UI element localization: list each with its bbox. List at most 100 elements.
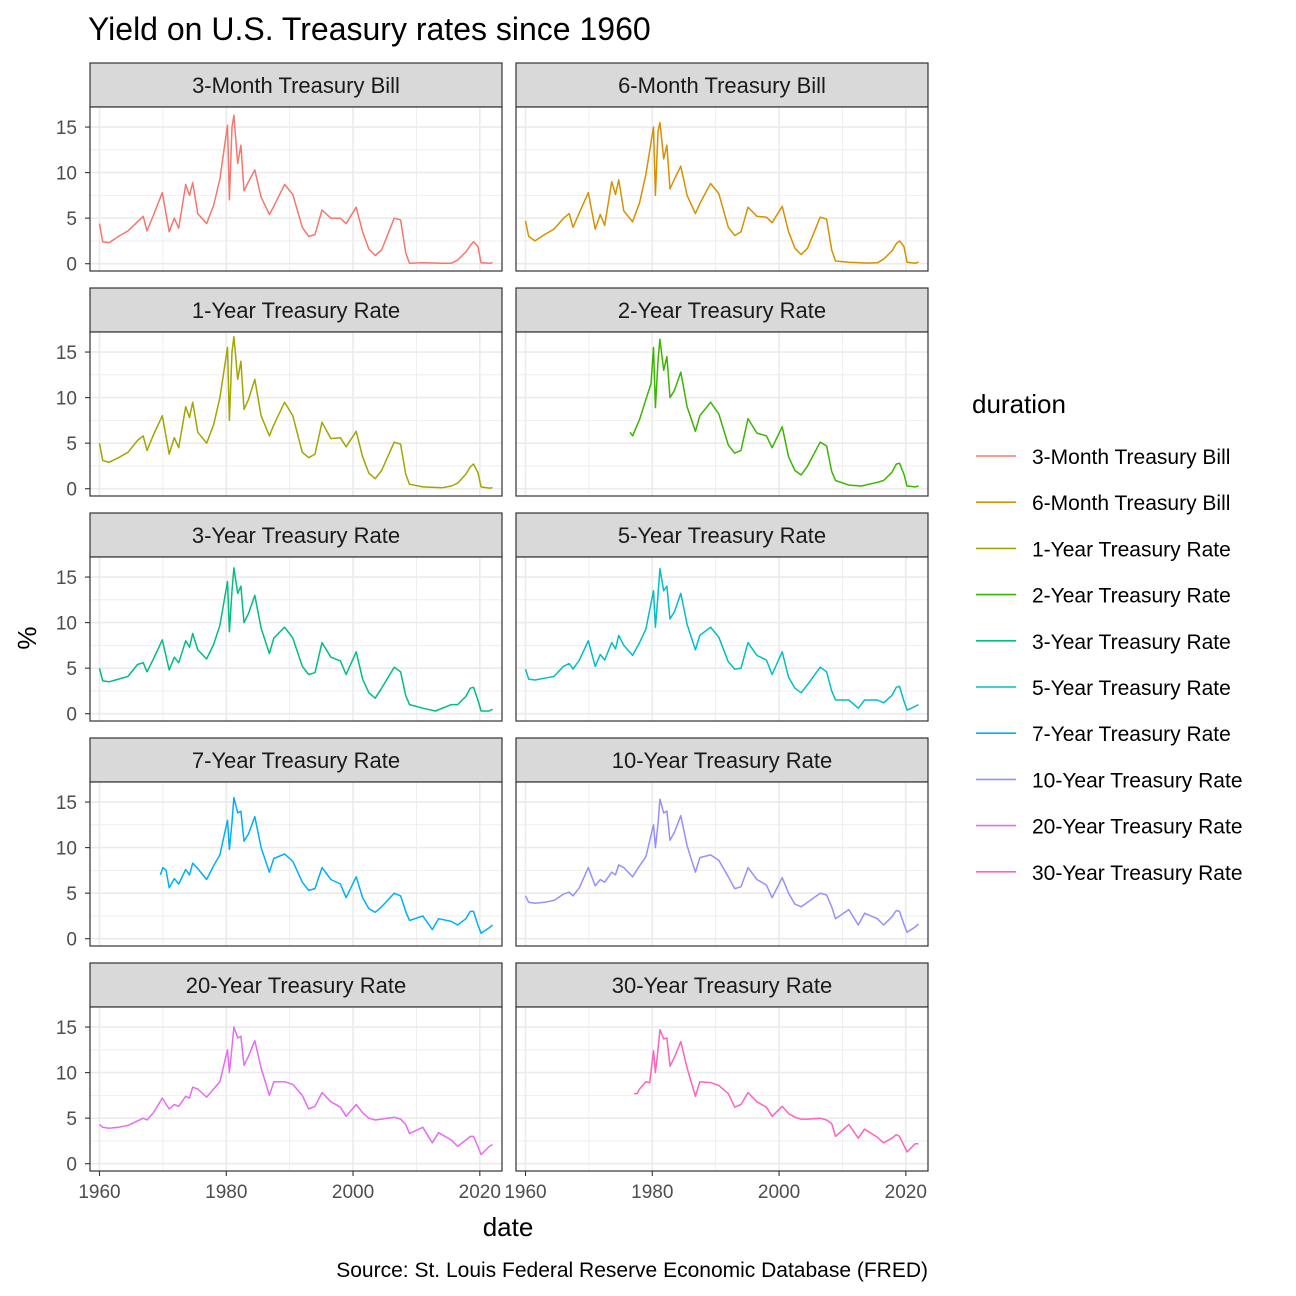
gridlines <box>90 782 502 946</box>
series-line <box>629 338 919 488</box>
legend-items: 3-Month Treasury Bill 6-Month Treasury Bi… <box>976 446 1243 885</box>
facet-panel: 5-Year Treasury Rate <box>515 512 929 722</box>
panel-background <box>516 332 928 496</box>
facet-strip <box>515 287 929 333</box>
facet-strip <box>89 62 503 108</box>
legend-item: 2-Year Treasury Rate <box>976 585 1231 608</box>
panel-background <box>90 557 502 721</box>
panel-border <box>515 331 929 497</box>
facet-panel: 20-Year Treasury Rate 0 5 10 15 <box>56 962 503 1176</box>
legend-label: 30-Year Treasury Rate <box>1032 862 1243 885</box>
chart-caption: Source: St. Louis Federal Reserve Econom… <box>336 1259 928 1282</box>
facet-strip <box>515 737 929 783</box>
panel-border <box>515 1006 929 1172</box>
legend-item: 6-Month Treasury Bill <box>976 492 1230 515</box>
y-tick-label: 5 <box>66 1109 77 1130</box>
gridlines <box>90 1007 502 1171</box>
panel-background <box>516 107 928 271</box>
facet-strip-label: 1-Year Treasury Rate <box>192 298 400 323</box>
y-tick-label: 0 <box>66 255 77 276</box>
facet-panel: 30-Year Treasury Rate <box>515 962 929 1172</box>
y-tick-label: 0 <box>66 1155 77 1176</box>
gridlines <box>516 332 928 496</box>
panel-background <box>90 107 502 271</box>
facet-strip-label: 30-Year Treasury Rate <box>612 973 833 998</box>
facet-strip-label: 7-Year Treasury Rate <box>192 748 400 773</box>
legend-item: 5-Year Treasury Rate <box>976 677 1231 700</box>
series-line <box>98 114 493 265</box>
x-tick-label: 1960 <box>78 1182 120 1203</box>
legend-item: 3-Month Treasury Bill <box>976 446 1230 469</box>
facet-panel: 3-Month Treasury Bill 0 5 10 15 <box>56 62 503 276</box>
panel-border <box>89 556 503 722</box>
panel-background <box>516 557 928 721</box>
x-tick-label: 2020 <box>885 1182 927 1203</box>
series-line <box>524 121 919 265</box>
gridlines <box>90 107 502 271</box>
y-tick-label: 10 <box>56 1064 77 1085</box>
legend-label: 3-Year Treasury Rate <box>1032 631 1231 654</box>
panel-border <box>89 331 503 497</box>
facet-strip <box>89 737 503 783</box>
facet-strip-label: 6-Month Treasury Bill <box>618 73 826 98</box>
legend-item: 1-Year Treasury Rate <box>976 538 1231 561</box>
legend-title: duration <box>972 389 1066 419</box>
legend-label: 2-Year Treasury Rate <box>1032 585 1231 608</box>
y-tick-label: 5 <box>66 209 77 230</box>
y-tick-label: 5 <box>66 659 77 680</box>
series-line <box>524 798 919 934</box>
legend-label: 1-Year Treasury Rate <box>1032 538 1231 561</box>
facet-strip-label: 2-Year Treasury Rate <box>618 298 826 323</box>
facet-strip-label: 10-Year Treasury Rate <box>612 748 833 773</box>
legend-item: 20-Year Treasury Rate <box>976 816 1243 839</box>
x-tick-label: 1980 <box>631 1182 673 1203</box>
series-line <box>98 567 493 712</box>
series-line <box>633 1029 919 1153</box>
y-tick-label: 10 <box>56 164 77 185</box>
y-tick-label: 15 <box>56 568 77 589</box>
x-axis-labels: 1960 1980 2000 2020 1960 1980 2000 2020 <box>78 1171 927 1203</box>
y-tick-label: 10 <box>56 614 77 635</box>
legend-label: 10-Year Treasury Rate <box>1032 769 1243 792</box>
facet-panel: 6-Month Treasury Bill <box>515 62 929 272</box>
legend-label: 3-Month Treasury Bill <box>1032 446 1230 469</box>
gridlines <box>90 557 502 721</box>
gridlines <box>516 557 928 721</box>
panel-border <box>515 106 929 272</box>
facet-strip-label: 5-Year Treasury Rate <box>618 523 826 548</box>
panel-background <box>516 782 928 946</box>
x-axis-title: date <box>483 1212 534 1242</box>
panel-border <box>515 781 929 947</box>
legend-label: 20-Year Treasury Rate <box>1032 816 1243 839</box>
panel-border <box>89 781 503 947</box>
facet-strip-label: 20-Year Treasury Rate <box>186 973 407 998</box>
legend-label: 5-Year Treasury Rate <box>1032 677 1231 700</box>
y-tick-label: 10 <box>56 389 77 410</box>
y-tick-label: 5 <box>66 884 77 905</box>
legend: duration 3-Month Treasury Bill 6-Month Tr… <box>972 389 1243 885</box>
chart-title: Yield on U.S. Treasury rates since 1960 <box>88 11 651 47</box>
facet-strip <box>89 287 503 333</box>
facet-panel: 1-Year Treasury Rate 0 5 10 15 <box>56 287 503 501</box>
legend-item: 30-Year Treasury Rate <box>976 862 1243 885</box>
x-tick-label: 1980 <box>205 1182 247 1203</box>
legend-item: 10-Year Treasury Rate <box>976 769 1243 792</box>
series-line <box>159 796 493 934</box>
y-tick-label: 0 <box>66 930 77 951</box>
legend-item: 3-Year Treasury Rate <box>976 631 1231 654</box>
y-tick-label: 5 <box>66 434 77 455</box>
facet-strip-label: 3-Month Treasury Bill <box>192 73 400 98</box>
facet-panels: 3-Month Treasury Bill 0 5 10 15 6-Month Treas… <box>56 62 929 1176</box>
panel-background <box>90 782 502 946</box>
facet-panel: 10-Year Treasury Rate <box>515 737 929 947</box>
x-tick-label: 2000 <box>332 1182 374 1203</box>
gridlines <box>90 332 502 496</box>
facet-panel: 3-Year Treasury Rate 0 5 10 15 <box>56 512 503 726</box>
facet-panel: 2-Year Treasury Rate <box>515 287 929 497</box>
series-line <box>524 568 919 711</box>
y-tick-label: 0 <box>66 480 77 501</box>
panel-background <box>90 332 502 496</box>
legend-label: 7-Year Treasury Rate <box>1032 723 1231 746</box>
gridlines <box>516 782 928 946</box>
y-tick-label: 15 <box>56 118 77 139</box>
